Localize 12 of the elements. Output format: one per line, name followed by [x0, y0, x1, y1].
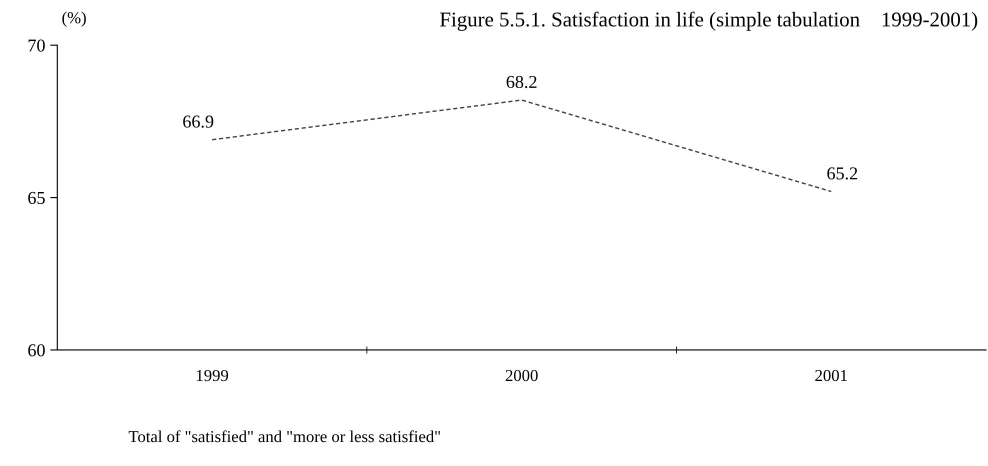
y-tick-label: 70 — [28, 39, 45, 52]
x-tick-label: 1999 — [196, 370, 228, 382]
y-axis-title: (%) — [62, 12, 86, 27]
x-tick-label: 2000 — [506, 370, 538, 382]
y-tick-label: 60 — [28, 344, 45, 356]
data-label: 66.9 — [183, 116, 214, 128]
data-label: 65.2 — [827, 167, 858, 180]
y-tick-label: 65 — [28, 192, 45, 204]
data-label: 68.2 — [506, 76, 536, 88]
x-tick-label: 2001 — [815, 370, 847, 382]
text: Total of "satisfied" and "more or less satisfied" — [128, 430, 440, 442]
chart-title: Figure 5.5.1. Satisfaction in life (simple tabulation 1999-2001) — [440, 12, 978, 31]
